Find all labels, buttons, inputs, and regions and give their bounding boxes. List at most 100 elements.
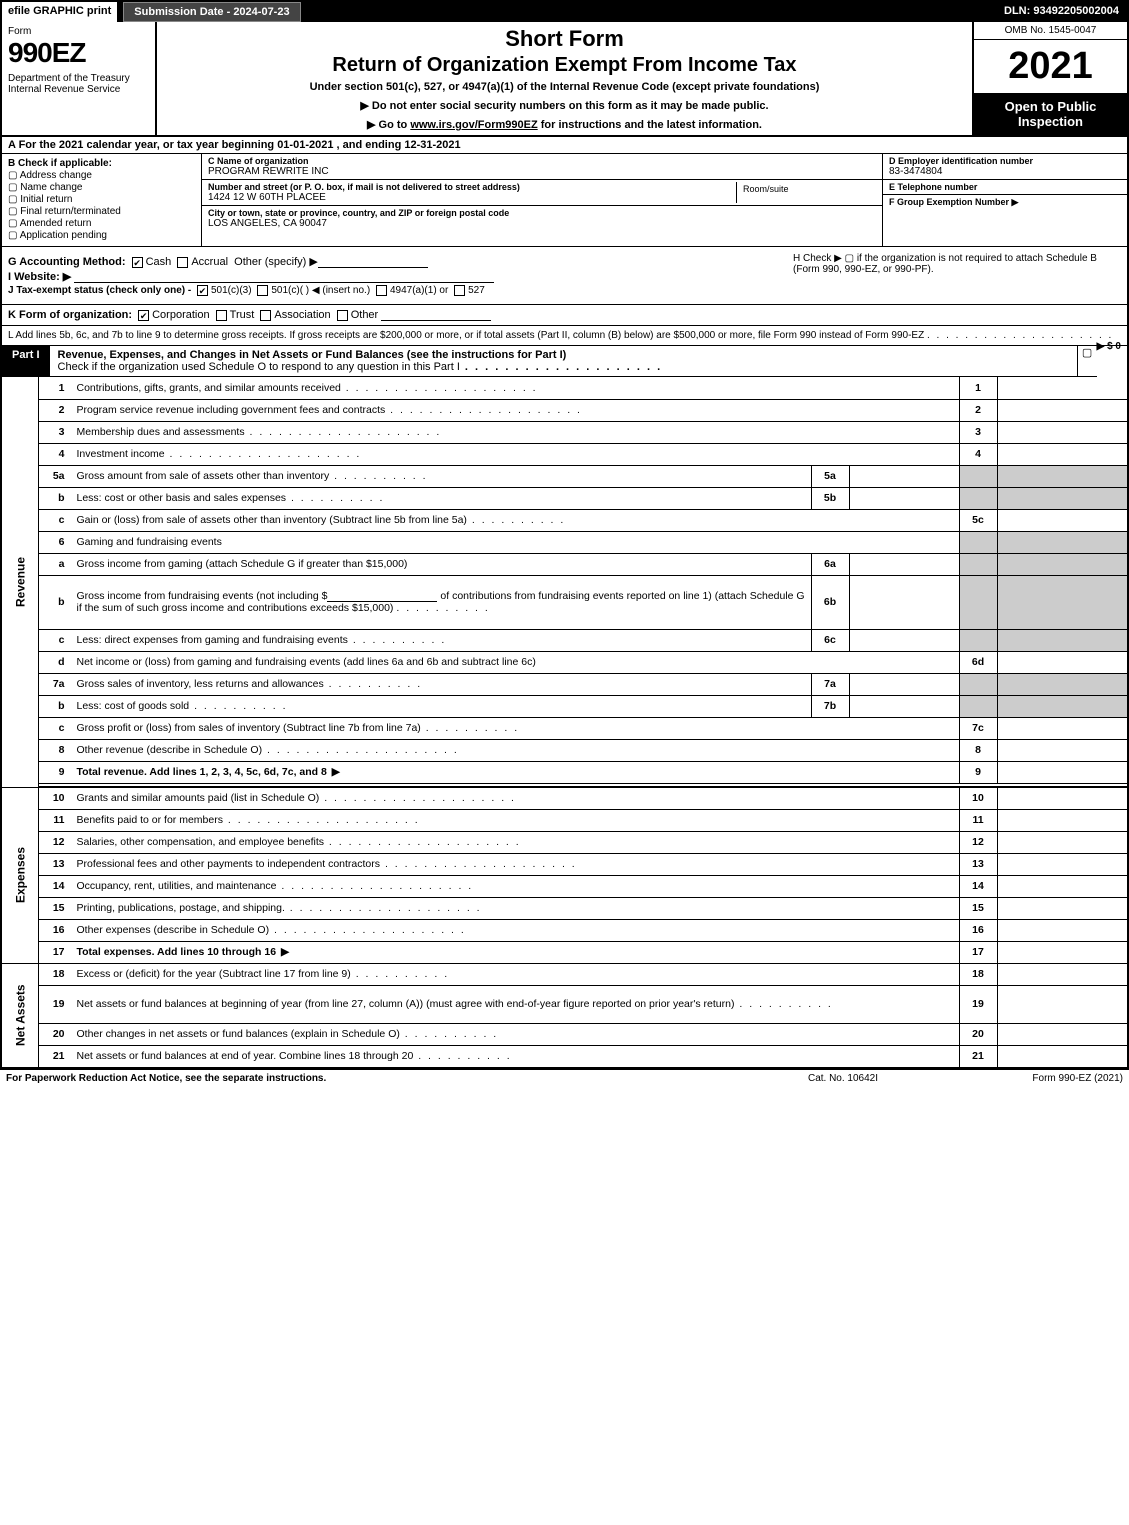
chk-4947[interactable] (376, 285, 387, 296)
t6b1: Gross income from fundraising events (no… (77, 590, 328, 602)
t20: Other changes in net assets or fund bala… (77, 1028, 499, 1040)
chk-accrual[interactable] (177, 257, 188, 268)
mv7b[interactable] (849, 695, 959, 717)
dln: DLN: 93492205002004 (996, 2, 1127, 22)
c-street-row: Number and street (or P. O. box, if mail… (202, 180, 882, 206)
n9: 9 (39, 761, 73, 783)
rv18[interactable] (997, 963, 1127, 985)
chk-address-change[interactable]: Address change (8, 170, 195, 181)
rv2[interactable] (997, 399, 1127, 421)
dots6b (396, 602, 489, 614)
rv1[interactable] (997, 377, 1127, 399)
d7c: Gross profit or (loss) from sales of inv… (73, 717, 960, 739)
rn21: 21 (959, 1045, 997, 1067)
row-gh: G Accounting Method: Cash Accrual Other … (2, 247, 1127, 305)
mv7a[interactable] (849, 673, 959, 695)
rv14[interactable] (997, 875, 1127, 897)
row-9: 9 Total revenue. Add lines 1, 2, 3, 4, 5… (2, 761, 1127, 783)
rn19: 19 (959, 985, 997, 1023)
irs-link[interactable]: www.irs.gov/Form990EZ (410, 119, 537, 131)
chk-name-change[interactable]: Name change (8, 182, 195, 193)
d-ein-label: D Employer identification number (889, 156, 1121, 166)
g-other-line[interactable] (318, 256, 428, 268)
rv17[interactable] (997, 941, 1127, 963)
mv5a[interactable] (849, 465, 959, 487)
rv7c[interactable] (997, 717, 1127, 739)
chk-527[interactable] (454, 285, 465, 296)
rv5c[interactable] (997, 509, 1127, 531)
rv9[interactable] (997, 761, 1127, 783)
chk-501c[interactable] (257, 285, 268, 296)
website-line[interactable] (74, 271, 494, 283)
mv6b[interactable] (849, 575, 959, 629)
efile-print[interactable]: efile GRAPHIC print (2, 2, 119, 22)
k-corp: Corporation (152, 309, 209, 321)
k-other-line[interactable] (381, 309, 491, 321)
rv15[interactable] (997, 897, 1127, 919)
chk-amended-return[interactable]: Amended return (8, 218, 195, 229)
org-street: 1424 12 W 60TH PLACEE (208, 192, 736, 203)
rv4[interactable] (997, 443, 1127, 465)
chk-application-pending[interactable]: Application pending (8, 230, 195, 241)
t2: Program service revenue including govern… (77, 404, 582, 416)
mv6c[interactable] (849, 629, 959, 651)
chk-corporation[interactable] (138, 310, 149, 321)
part1-dots (460, 361, 662, 373)
rv5a (997, 465, 1127, 487)
c-street-label: Number and street (or P. O. box, if mail… (208, 182, 736, 192)
rv21[interactable] (997, 1045, 1127, 1067)
t14: Occupancy, rent, utilities, and maintena… (77, 880, 474, 892)
form-word: Form (8, 26, 149, 37)
rn7c: 7c (959, 717, 997, 739)
part1-table: Revenue 1 Contributions, gifts, grants, … (2, 377, 1127, 1068)
footer-left: For Paperwork Reduction Act Notice, see … (6, 1073, 743, 1084)
rv6d[interactable] (997, 651, 1127, 673)
row-k: K Form of organization: Corporation Trus… (2, 305, 1127, 326)
section-netassets: Net Assets (2, 963, 39, 1067)
instruction-1: ▶ Do not enter social security numbers o… (165, 99, 964, 112)
rv19[interactable] (997, 985, 1127, 1023)
rv10[interactable] (997, 787, 1127, 809)
n6a: a (39, 553, 73, 575)
u6b[interactable] (327, 590, 437, 602)
d6c: Less: direct expenses from gaming and fu… (73, 629, 812, 651)
t7a: Gross sales of inventory, less returns a… (77, 678, 423, 690)
chk-final-return[interactable]: Final return/terminated (8, 206, 195, 217)
n2: 2 (39, 399, 73, 421)
m5a: 5a (811, 465, 849, 487)
rn9: 9 (959, 761, 997, 783)
chk-other[interactable] (337, 310, 348, 321)
chk-501c3[interactable] (197, 285, 208, 296)
header-left: Form 990EZ Department of the Treasury In… (2, 22, 157, 135)
n11: 11 (39, 809, 73, 831)
n19: 19 (39, 985, 73, 1023)
d7a: Gross sales of inventory, less returns a… (73, 673, 812, 695)
chk-association[interactable] (260, 310, 271, 321)
chk-trust[interactable] (216, 310, 227, 321)
rv13[interactable] (997, 853, 1127, 875)
n16: 16 (39, 919, 73, 941)
rv3[interactable] (997, 421, 1127, 443)
spacer (301, 2, 996, 22)
rv11[interactable] (997, 809, 1127, 831)
chk-initial-return[interactable]: Initial return (8, 194, 195, 205)
rv8[interactable] (997, 739, 1127, 761)
t4: Investment income (77, 448, 362, 460)
rv16[interactable] (997, 919, 1127, 941)
i-label: I Website: ▶ (8, 271, 71, 283)
rv12[interactable] (997, 831, 1127, 853)
mv5b[interactable] (849, 487, 959, 509)
room-suite: Room/suite (736, 182, 876, 203)
form-title: Return of Organization Exempt From Incom… (165, 54, 964, 77)
rv20[interactable] (997, 1023, 1127, 1045)
rn6a (959, 553, 997, 575)
chk-cash[interactable] (132, 257, 143, 268)
part1-checkbox[interactable]: ▢ (1077, 346, 1097, 376)
mv6a[interactable] (849, 553, 959, 575)
row-13: 13 Professional fees and other payments … (2, 853, 1127, 875)
rv5b (997, 487, 1127, 509)
n6d: d (39, 651, 73, 673)
j-a: 501(c)(3) (211, 285, 252, 296)
header-mid: Short Form Return of Organization Exempt… (157, 22, 972, 135)
rn18: 18 (959, 963, 997, 985)
